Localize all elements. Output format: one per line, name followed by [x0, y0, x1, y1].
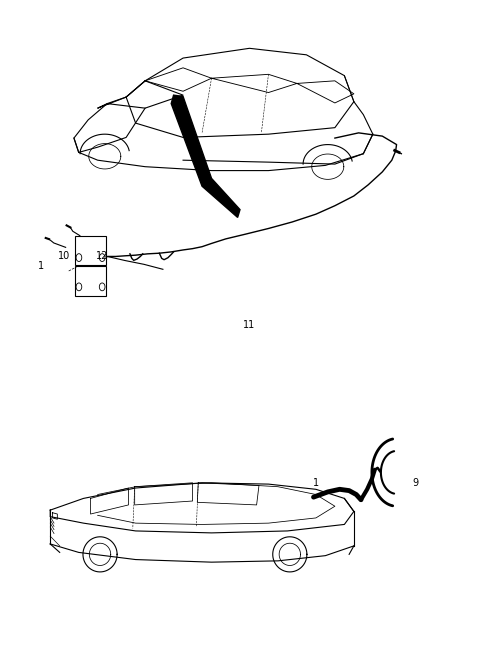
Bar: [75, 236, 106, 265]
Text: 11: 11: [243, 319, 256, 330]
Text: 1: 1: [37, 261, 44, 271]
Bar: [75, 266, 106, 296]
Polygon shape: [171, 95, 240, 217]
Text: 9: 9: [412, 478, 419, 488]
Text: 1: 1: [313, 478, 319, 488]
Text: 12: 12: [96, 251, 108, 262]
Polygon shape: [97, 483, 335, 524]
Text: 10: 10: [59, 251, 71, 262]
